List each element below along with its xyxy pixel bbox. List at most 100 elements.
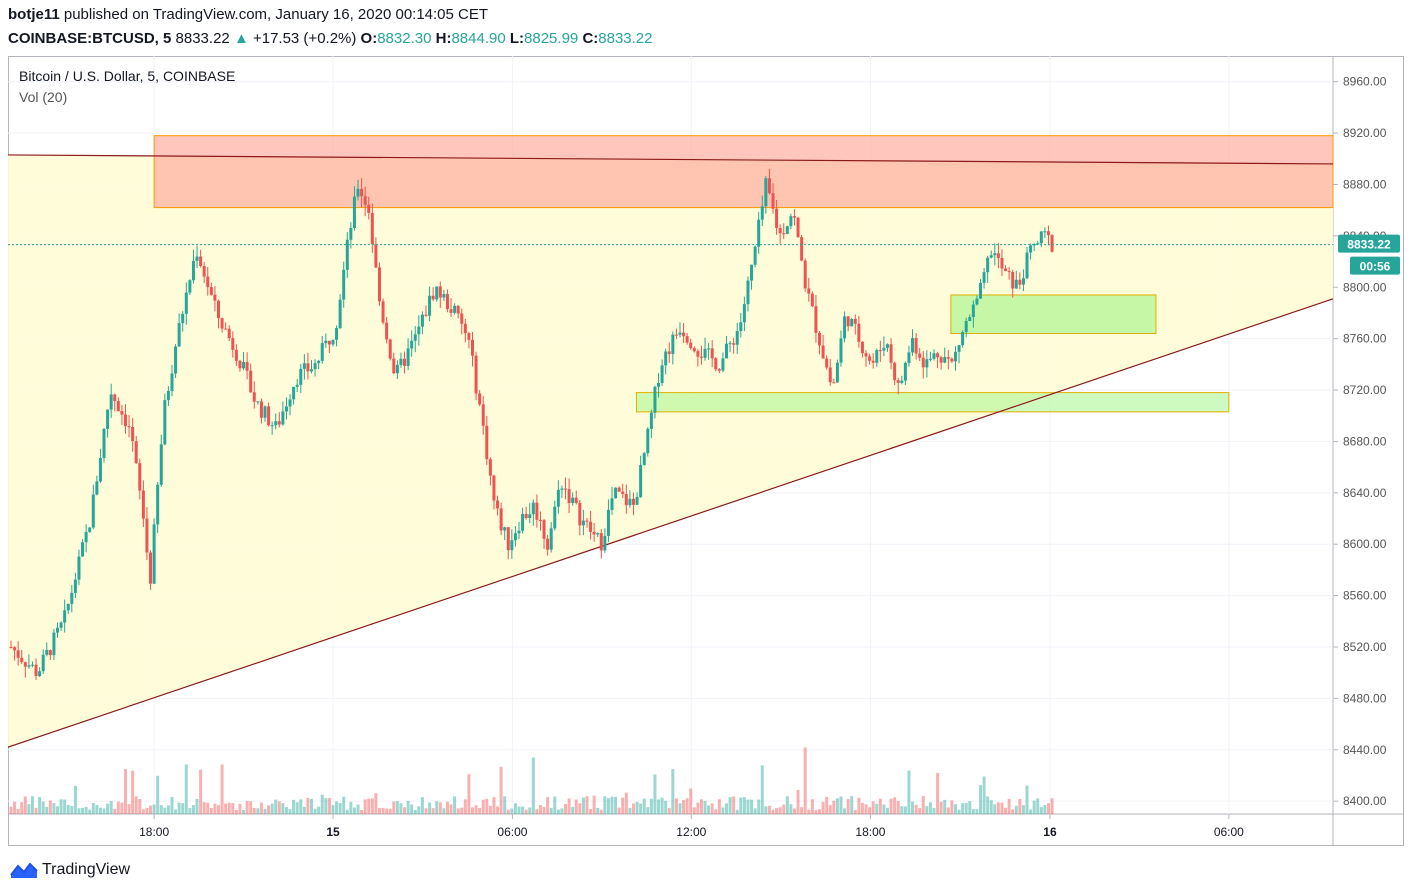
volume-bar bbox=[270, 803, 274, 814]
volume-bar bbox=[506, 809, 510, 814]
volume-bar bbox=[56, 806, 60, 814]
candle-body bbox=[492, 475, 496, 501]
candle-body bbox=[843, 316, 847, 339]
candle-body bbox=[699, 356, 703, 358]
candle-body bbox=[567, 489, 571, 504]
volume-bar bbox=[292, 799, 296, 814]
volume-bar bbox=[875, 803, 879, 814]
candle-body bbox=[206, 276, 210, 288]
volume-bar bbox=[671, 769, 675, 814]
candle-body bbox=[757, 219, 761, 247]
candle-body bbox=[234, 349, 238, 361]
last-price-badge-text: 8833.22 bbox=[1347, 238, 1391, 252]
time-tick-label: 12:00 bbox=[676, 825, 706, 839]
author-name[interactable]: botje11 bbox=[8, 6, 60, 23]
candle-body bbox=[510, 540, 514, 551]
candle-body bbox=[896, 380, 900, 383]
volume-bar bbox=[492, 797, 496, 814]
volume-bar bbox=[109, 801, 113, 814]
candle-body bbox=[327, 340, 331, 345]
candle-body bbox=[682, 332, 686, 337]
volume-bar bbox=[342, 796, 346, 814]
volume-bar bbox=[435, 801, 439, 814]
volume-bar bbox=[159, 805, 163, 814]
volume-bar bbox=[1050, 798, 1054, 814]
footer-brand[interactable]: TradingView bbox=[10, 861, 130, 879]
volume-bar bbox=[156, 775, 160, 814]
volume-bar bbox=[807, 809, 811, 814]
candle-body bbox=[775, 208, 779, 228]
candle-body bbox=[413, 334, 417, 341]
volume-bar bbox=[417, 806, 421, 814]
candle-body bbox=[288, 399, 292, 407]
candle-body bbox=[313, 363, 317, 370]
volume-bar bbox=[63, 799, 67, 814]
volume-bar bbox=[664, 800, 668, 814]
candle-body bbox=[442, 293, 446, 298]
candle-body bbox=[385, 322, 389, 340]
candle-body bbox=[653, 386, 657, 413]
candle-body bbox=[392, 358, 396, 374]
chart-container[interactable]: 8400.00 8440.00 8480.00 8520.00 8560.00 8600.… bbox=[7, 56, 1404, 846]
volume-bar bbox=[735, 809, 739, 814]
volume-bar bbox=[889, 798, 893, 814]
volume-bar bbox=[692, 807, 696, 814]
candle-body bbox=[424, 314, 428, 316]
volume-bar bbox=[403, 807, 407, 814]
volume-bar bbox=[331, 805, 335, 814]
volume-bar bbox=[621, 797, 625, 814]
candle-body bbox=[403, 358, 407, 366]
volume-bar bbox=[503, 796, 507, 814]
volume-bar bbox=[1014, 805, 1018, 814]
candle-body bbox=[335, 328, 339, 340]
time-axis[interactable]: 18:00 15 06:00 12:00 18:00 16 06:00 bbox=[139, 814, 1244, 839]
volume-bar bbox=[535, 809, 539, 814]
candle-body bbox=[885, 344, 889, 348]
volume-bar bbox=[206, 802, 210, 814]
volume-bar bbox=[560, 808, 564, 814]
candle-body bbox=[191, 260, 195, 281]
candle-body bbox=[921, 357, 925, 368]
volume-bar bbox=[181, 803, 185, 814]
volume-bar bbox=[850, 796, 854, 814]
candle-body bbox=[363, 196, 367, 205]
candle-body bbox=[578, 502, 582, 526]
volume-bar bbox=[757, 799, 761, 814]
volume-bar bbox=[1018, 799, 1022, 814]
candle-body bbox=[893, 362, 897, 381]
candle-body bbox=[581, 520, 585, 526]
candle-body bbox=[270, 425, 274, 427]
volume-bar bbox=[213, 803, 217, 814]
candle-body bbox=[199, 256, 203, 267]
candle-body bbox=[506, 527, 510, 551]
candle-body bbox=[936, 353, 940, 358]
candle-body bbox=[149, 552, 153, 584]
volume-bar bbox=[585, 796, 589, 814]
volume-bar bbox=[678, 803, 682, 814]
candle-body bbox=[45, 650, 49, 655]
candle-body bbox=[546, 538, 550, 550]
volume-bar bbox=[263, 808, 267, 814]
volume-bar bbox=[73, 785, 77, 814]
candle-body bbox=[560, 488, 564, 490]
volume-bar bbox=[828, 805, 832, 814]
candle-body bbox=[503, 527, 507, 531]
volume-bar bbox=[682, 800, 686, 814]
volume-bar bbox=[635, 801, 639, 814]
candle-body bbox=[928, 358, 932, 360]
candle-body bbox=[166, 390, 170, 401]
time-tick-label: 15 bbox=[326, 825, 340, 839]
price-tick-label: 8440.00 bbox=[1343, 743, 1387, 757]
chart-svg[interactable]: 8400.00 8440.00 8480.00 8520.00 8560.00 8600.… bbox=[7, 56, 1404, 846]
price-tick-label: 8720.00 bbox=[1343, 383, 1387, 397]
volume-bar bbox=[224, 803, 228, 814]
volume-bar bbox=[725, 803, 728, 814]
candle-body bbox=[445, 293, 449, 310]
volume-bar bbox=[971, 809, 975, 814]
volume-bar bbox=[1032, 800, 1036, 814]
volume-bar bbox=[950, 800, 954, 814]
candle-body bbox=[782, 233, 786, 235]
volume-bar bbox=[188, 808, 192, 814]
candle-body bbox=[113, 394, 117, 402]
candle-body bbox=[1036, 243, 1040, 245]
